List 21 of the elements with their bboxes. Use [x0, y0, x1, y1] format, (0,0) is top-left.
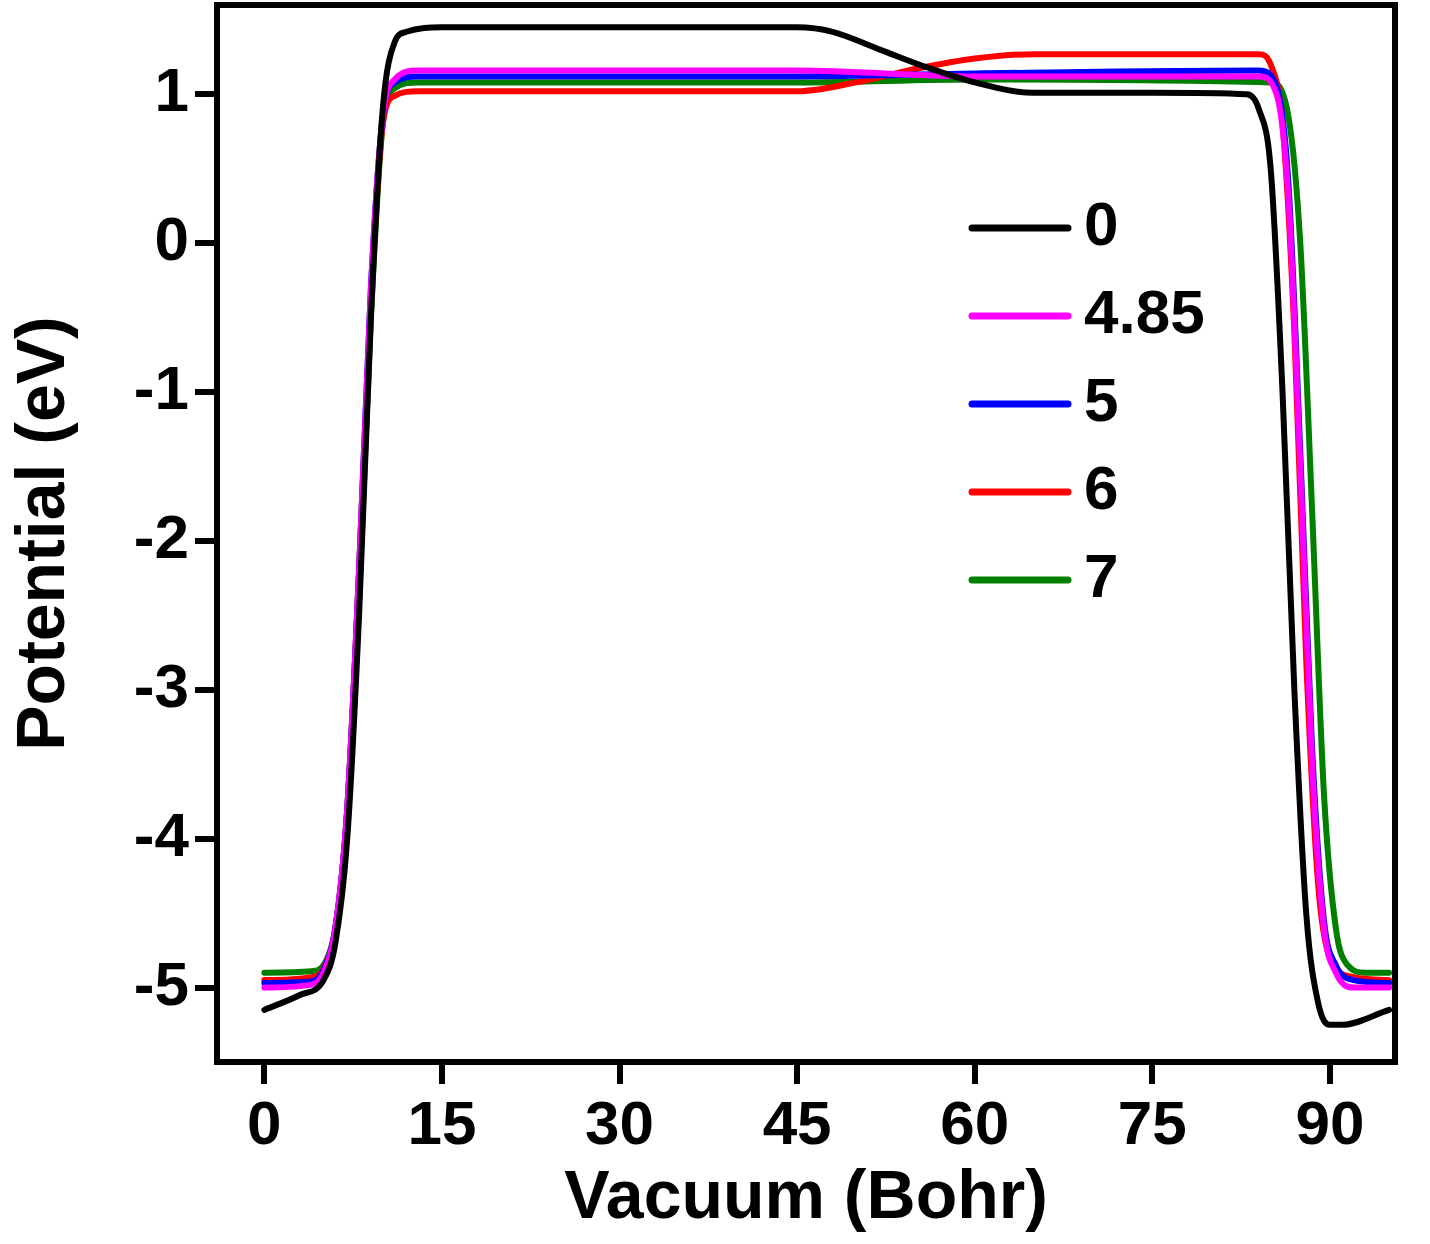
legend-label: 6: [1084, 453, 1119, 523]
y-tick-label: -5: [133, 948, 189, 1018]
y-tick-label: -2: [133, 502, 189, 572]
x-tick-label: 0: [247, 1088, 282, 1158]
y-tick-label: -1: [133, 353, 189, 423]
x-tick-label: 45: [762, 1088, 832, 1158]
x-axis-title: Vacuum (Bohr): [564, 1155, 1048, 1232]
x-tick-label: 30: [585, 1088, 655, 1158]
legend-label: 4.85: [1084, 277, 1205, 347]
x-tick-label: 15: [407, 1088, 477, 1158]
legend-label: 7: [1084, 541, 1119, 611]
x-tick-label: 75: [1117, 1088, 1187, 1158]
y-tick-label: -3: [133, 650, 189, 720]
y-tick-label: 0: [154, 204, 189, 274]
legend-label: 5: [1084, 365, 1119, 435]
x-tick-label: 60: [940, 1088, 1010, 1158]
x-tick-label: 90: [1295, 1088, 1365, 1158]
legend-label: 0: [1084, 189, 1119, 259]
y-tick-label: -4: [133, 799, 190, 869]
y-tick-label: 1: [154, 55, 189, 125]
y-axis-title: Potential (eV): [1, 316, 78, 751]
